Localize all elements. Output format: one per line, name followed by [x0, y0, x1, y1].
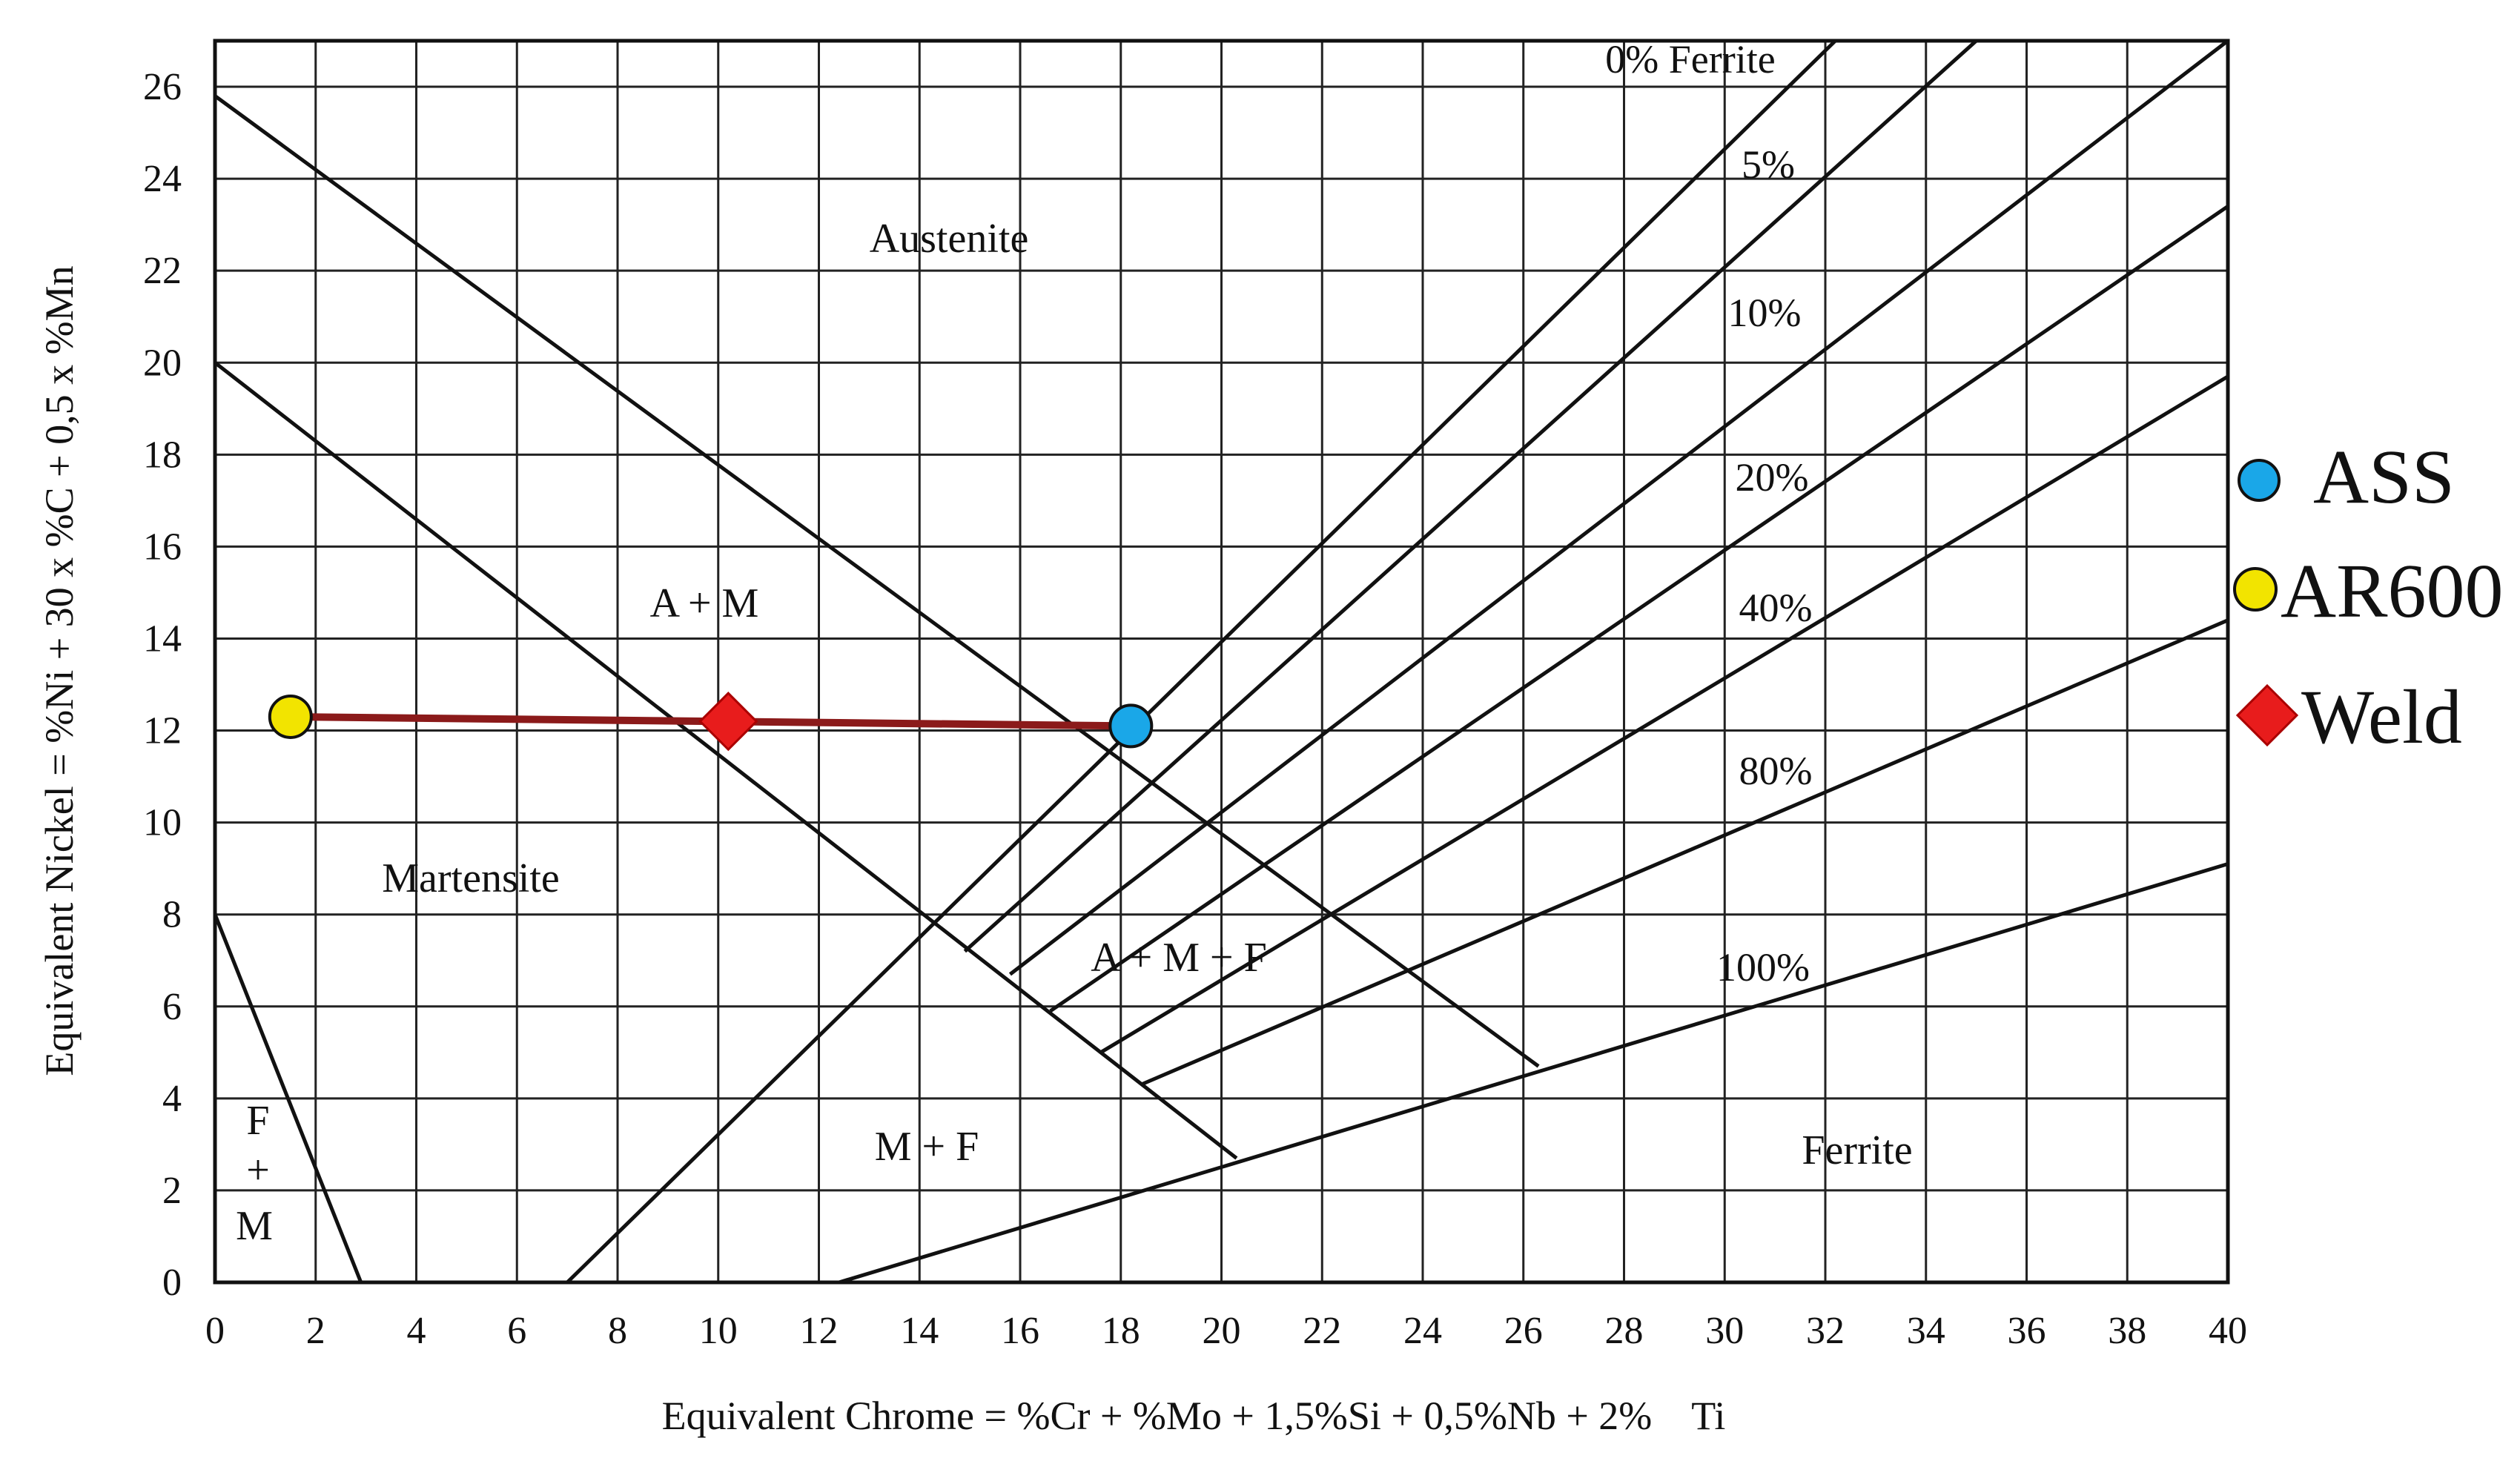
y-tick-label-8: 16: [143, 526, 182, 568]
x-tick-label-2: 4: [407, 1310, 426, 1352]
grid: [214, 41, 2229, 1284]
x-tick-label-10: 20: [1203, 1310, 1241, 1352]
y-tick-label-10: 20: [143, 342, 182, 384]
x-tick-label-15: 30: [1705, 1310, 1744, 1352]
region-martensite: Martensite: [382, 855, 559, 901]
phase-boundaries: [213, 39, 2229, 1285]
region-plus: +: [246, 1147, 270, 1193]
x-tick-label-19: 38: [2108, 1310, 2146, 1352]
y-axis-title: Equivalent Nickel = %Ni + 30 x %C + 0,5 …: [37, 265, 82, 1076]
x-tick-label-4: 8: [608, 1310, 627, 1352]
y-tick-label-11: 22: [143, 250, 182, 292]
x-tick-label-11: 22: [1303, 1310, 1341, 1352]
ferrite-label-20: 20%: [1736, 455, 1809, 500]
y-tick-label-6: 12: [143, 710, 182, 752]
region-m: M: [236, 1203, 273, 1249]
boundary-line-6: [1008, 39, 2229, 976]
x-tick-label-6: 12: [800, 1310, 839, 1352]
y-tick-label-0: 0: [162, 1262, 182, 1304]
boundary-line-0: [214, 94, 1540, 1068]
legend-label-ass: ASS: [2313, 434, 2455, 520]
region-martensite-ferrite: M + F: [875, 1124, 979, 1170]
region-austenite-martensite-ferrite: A + M + F: [1091, 935, 1266, 981]
y-tick-label-1: 2: [162, 1170, 182, 1212]
x-tick-label-13: 26: [1504, 1310, 1543, 1352]
legend-label-ar600: AR600: [2281, 549, 2503, 634]
y-tick-label-5: 10: [143, 802, 182, 844]
legend: ASS AR600 Weld: [2233, 434, 2503, 760]
y-tick-label-13: 26: [143, 66, 182, 108]
ferrite-label-100: 100%: [1716, 945, 1810, 990]
y-tick-label-12: 24: [143, 158, 182, 200]
region-austenite-martensite: A + M: [650, 580, 759, 626]
y-tick-label-9: 18: [143, 434, 182, 476]
legend-label-weld: Weld: [2301, 675, 2462, 760]
boundary-line-5: [963, 39, 1978, 953]
boundary-line-7: [1049, 205, 2229, 1013]
x-tick-label-16: 32: [1806, 1310, 1845, 1352]
x-tick-label-12: 24: [1403, 1310, 1442, 1352]
x-axis-title: Equivalent Chrome = %Cr + %Mo + 1,5%Si +…: [662, 1394, 1726, 1438]
data-point-ass-0: [1108, 703, 1154, 749]
region-f: F: [246, 1098, 269, 1144]
x-tick-label-8: 16: [1001, 1310, 1039, 1352]
x-tick-label-17: 34: [1907, 1310, 1945, 1352]
x-tick-label-20: 40: [2209, 1310, 2247, 1352]
ferrite-label-5: 5%: [1742, 142, 1795, 187]
data-point-ar600-0: [268, 694, 313, 739]
boundary-line-1: [214, 361, 1238, 1160]
boundary-line-8: [1099, 374, 2229, 1054]
x-tick-label-7: 14: [900, 1310, 939, 1352]
x-tick-label-3: 6: [507, 1310, 526, 1352]
ferrite-label-0: 0% Ferrite: [1605, 37, 1775, 82]
legend-marker-ar600: [2233, 567, 2278, 612]
x-tick-label-14: 28: [1605, 1310, 1644, 1352]
x-tick-label-18: 36: [2008, 1310, 2046, 1352]
legend-marker-weld: [2235, 683, 2299, 747]
boundary-line-3: [566, 39, 1837, 1284]
plot-frame: [213, 39, 2230, 1285]
y-tick-label-4: 8: [162, 894, 182, 936]
boundary-line-9: [1140, 618, 2229, 1087]
x-tick-label-9: 18: [1102, 1310, 1140, 1352]
y-tick-label-7: 14: [143, 617, 182, 660]
x-tick-label-0: 0: [205, 1310, 225, 1352]
region-ferrite: Ferrite: [1802, 1127, 1912, 1173]
region-austenite: Austenite: [870, 216, 1029, 262]
ferrite-label-10: 10%: [1728, 291, 1802, 335]
x-tick-label-5: 10: [699, 1310, 738, 1352]
ferrite-label-80: 80%: [1739, 749, 1813, 793]
y-tick-label-2: 4: [162, 1078, 182, 1120]
boundary-line-4: [838, 862, 2229, 1285]
x-tick-label-1: 2: [306, 1310, 325, 1352]
y-tick-label-3: 6: [162, 986, 182, 1028]
data-points: [268, 692, 1154, 752]
ferrite-label-40: 40%: [1739, 586, 1813, 630]
x-tick-labels: 0 2 4 6 8 10 12 14 16 18 20 22 24 26 28 30 32 34 36 38 40: [205, 1310, 2247, 1352]
data-point-weld-0: [698, 692, 758, 752]
legend-marker-ass: [2238, 459, 2281, 502]
boundary-line-2: [213, 913, 363, 1283]
